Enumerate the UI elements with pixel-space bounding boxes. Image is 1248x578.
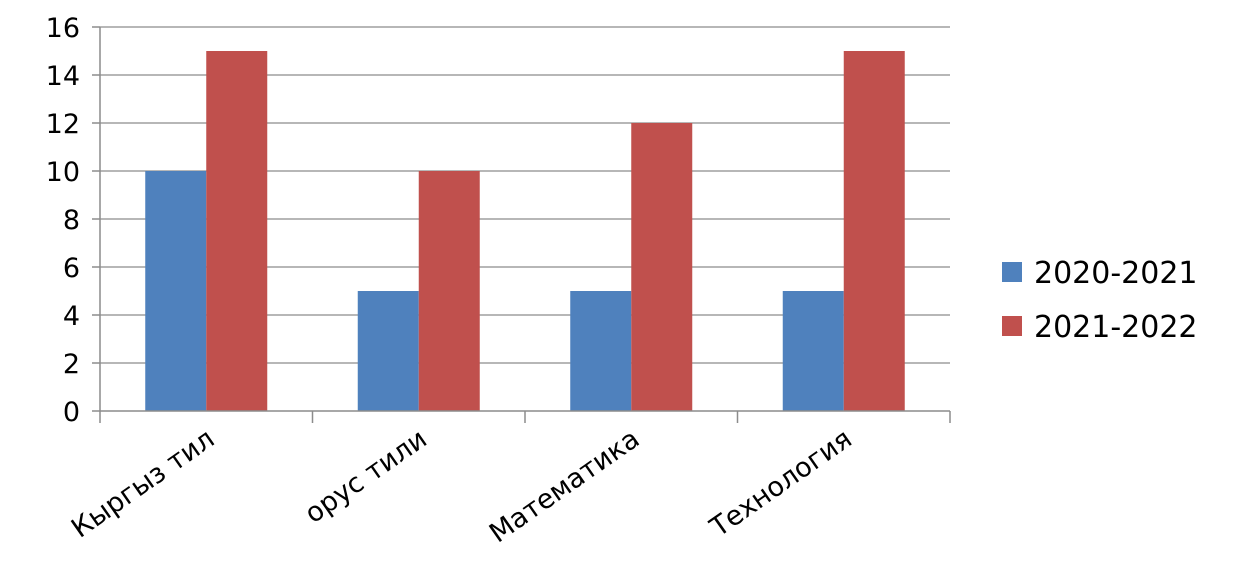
legend-swatch xyxy=(1002,316,1022,336)
x-tick-label: Математика xyxy=(484,423,645,549)
bar-2021-2022-0 xyxy=(206,51,268,411)
x-tick-label: орус тили xyxy=(299,423,432,529)
y-tick-label: 4 xyxy=(63,301,80,332)
bar-2020-2021-3 xyxy=(782,291,844,411)
y-tick-labels: 0 2 4 6 8 10 12 14 16 xyxy=(46,13,80,428)
y-tick-label: 16 xyxy=(46,13,80,44)
x-tick-label: Кыргыз тил xyxy=(66,423,220,544)
x-tick-labels: Кыргыз тил орус тили Математика Технология xyxy=(66,423,858,549)
y-tick-label: 10 xyxy=(46,157,80,188)
legend: 2020-2021 2021-2022 xyxy=(1002,256,1198,345)
y-tick-label: 6 xyxy=(63,253,80,284)
bar-2020-2021-2 xyxy=(570,291,632,411)
bar-2021-2022-2 xyxy=(631,123,693,411)
bar-2020-2021-1 xyxy=(357,291,419,411)
axes xyxy=(92,26,951,423)
y-tick-label: 8 xyxy=(63,205,80,236)
bar-2021-2022-1 xyxy=(418,171,480,411)
y-tick-label: 14 xyxy=(46,61,80,92)
legend-label: 2021-2022 xyxy=(1034,310,1198,345)
legend-label: 2020-2021 xyxy=(1034,256,1198,291)
y-tick-label: 12 xyxy=(46,109,80,140)
bar-2020-2021-0 xyxy=(145,171,207,411)
bars xyxy=(145,51,905,411)
bar-2021-2022-3 xyxy=(843,51,905,411)
x-tick-label: Технология xyxy=(704,423,858,544)
legend-swatch xyxy=(1002,262,1022,282)
y-tick-label: 0 xyxy=(63,397,80,428)
y-tick-label: 2 xyxy=(63,349,80,380)
